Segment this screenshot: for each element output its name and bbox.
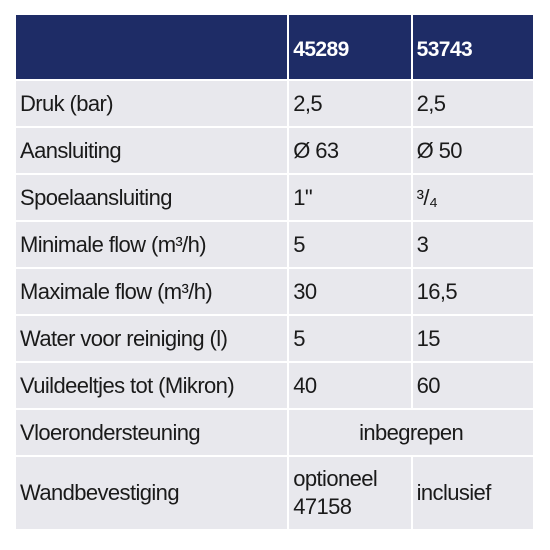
row-value-45289: 1" (287, 173, 413, 222)
row-label: Water voor reiniging (l) (13, 314, 290, 363)
row-value-53743: Ø 50 (410, 126, 536, 175)
row-value-53743: inclusief (410, 455, 536, 531)
table-row: Spoelaansluiting 1" ³/₄ (13, 173, 536, 222)
table-row: Minimale flow (m³/h) 5 3 (13, 220, 536, 269)
row-value-45289: 5 (287, 220, 413, 269)
spec-table: 45289 53743 Druk (bar) 2,5 2,5 Aansluiti… (13, 13, 536, 531)
row-value-45289: Ø 63 (287, 126, 413, 175)
row-label: Minimale flow (m³/h) (13, 220, 290, 269)
row-value-53743: 15 (410, 314, 536, 363)
header-cell-45289: 45289 (287, 13, 413, 81)
row-label: Aansluiting (13, 126, 290, 175)
row-value-53743: 60 (410, 361, 536, 410)
table-row: Vuildeeltjes tot (Mikron) 40 60 (13, 361, 536, 410)
row-label: Vloerondersteuning (13, 408, 290, 457)
table-row: Druk (bar) 2,5 2,5 (13, 79, 536, 128)
table-row: Maximale flow (m³/h) 30 16,5 (13, 267, 536, 316)
row-value-53743: 16,5 (410, 267, 536, 316)
row-value-merged: inbegrepen (287, 408, 535, 457)
row-value-45289: 2,5 (287, 79, 413, 128)
row-label: Spoelaansluiting (13, 173, 290, 222)
header-row: 45289 53743 (13, 13, 536, 81)
row-value-53743: 2,5 (410, 79, 536, 128)
table-row: Water voor reiniging (l) 5 15 (13, 314, 536, 363)
table-row: Aansluiting Ø 63 Ø 50 (13, 126, 536, 175)
row-label: Wandbevestiging (13, 455, 290, 531)
row-value-45289: 5 (287, 314, 413, 363)
row-value-45289: 30 (287, 267, 413, 316)
row-label: Druk (bar) (13, 79, 290, 128)
header-cell-53743: 53743 (410, 13, 536, 81)
row-label: Maximale flow (m³/h) (13, 267, 290, 316)
row-value-45289: 40 (287, 361, 413, 410)
table-row: Wandbevestiging optioneel 47158 inclusie… (13, 455, 536, 531)
row-label: Vuildeeltjes tot (Mikron) (13, 361, 290, 410)
header-cell-empty (13, 13, 290, 81)
row-value-45289: optioneel 47158 (287, 455, 413, 531)
row-value-53743: ³/₄ (410, 173, 536, 222)
table-row: Vloerondersteuning inbegrepen (13, 408, 535, 457)
row-value-53743: 3 (410, 220, 536, 269)
